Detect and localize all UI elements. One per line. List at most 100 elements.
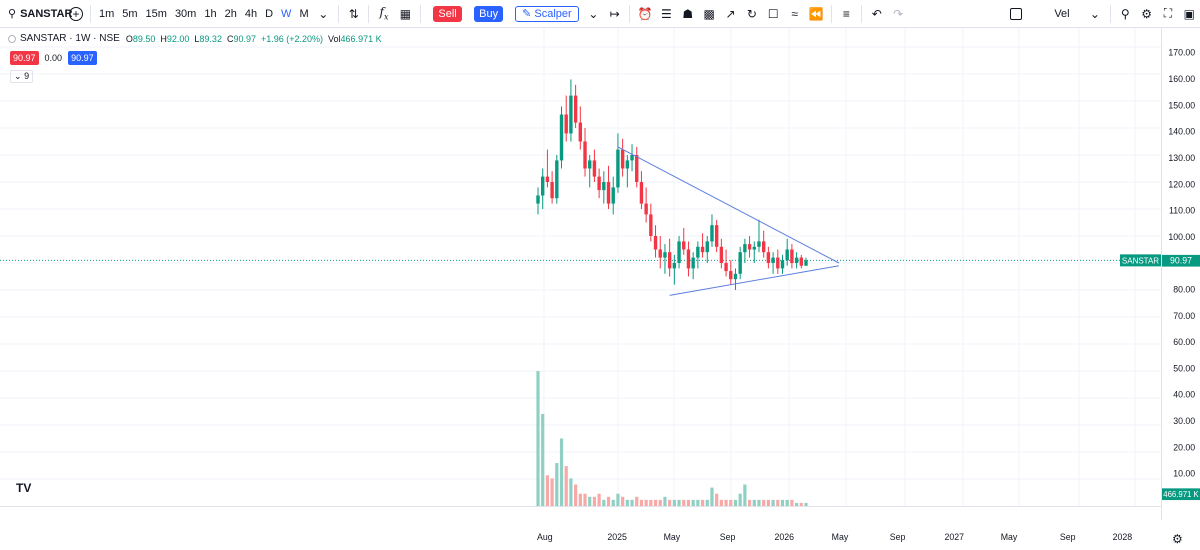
scalper-button[interactable]: ✎ Scalper (515, 5, 579, 22)
ohlc-open-value: 89.50 (132, 33, 156, 44)
buy-price-button[interactable]: 90.97 (68, 51, 97, 65)
ohlc-high-value: 92.00 (166, 33, 190, 44)
volume-bar (691, 499, 695, 506)
volume-bar (752, 499, 756, 506)
separator (1109, 4, 1111, 23)
symbol-price-tag (1120, 254, 1161, 267)
interval-5m[interactable]: 5m (122, 7, 138, 20)
fullscreen-button[interactable]: ⛶ (1157, 3, 1178, 25)
ohlc-volume-value: 466.971 K (340, 33, 382, 44)
interval-w[interactable]: W (281, 7, 292, 20)
interval-m[interactable]: M (299, 7, 309, 20)
volume-bar (555, 463, 559, 506)
volume-bar (564, 466, 568, 506)
volume-bar (616, 493, 620, 506)
candle-body (714, 225, 719, 247)
exit-button[interactable]: ↦ (604, 3, 625, 25)
last-price-badge (1162, 254, 1200, 267)
plus-circle-icon: + (69, 6, 83, 21)
volume-bar (804, 502, 808, 506)
chart-type-button[interactable]: ⇅ (343, 3, 364, 25)
chevron-down-icon: ⌄ (588, 6, 599, 21)
time-tick-label: Sep (1060, 532, 1076, 542)
volume-bar (606, 496, 611, 506)
quick-search-button[interactable]: ⚲ (1115, 3, 1136, 25)
candle-body (780, 260, 785, 269)
interval-15m[interactable]: 15m (145, 7, 167, 20)
price-tick-label: 10.00 (1173, 469, 1195, 479)
templates-button[interactable]: ▦ (395, 3, 416, 25)
broadcast-button[interactable]: ≈ (784, 3, 805, 25)
indicators-button[interactable]: fx (373, 3, 394, 25)
tradingview-logo[interactable]: TV (16, 481, 32, 495)
interval-30m[interactable]: 30m (174, 7, 197, 20)
candle-body (776, 257, 780, 269)
time-tick-label: Sep (890, 532, 906, 542)
legend-title[interactable]: SANSTAR · 1W · NSE (8, 33, 120, 44)
separator (368, 4, 370, 23)
basket-button[interactable]: ☗ (677, 3, 698, 25)
buy-button[interactable]: Buy (474, 5, 504, 22)
candle-body (635, 155, 639, 182)
scalper-dropdown[interactable]: ⌄ (583, 3, 604, 25)
candle-body (536, 195, 540, 204)
menu-button[interactable]: ≡ (836, 3, 857, 25)
interval-1m[interactable]: 1m (98, 7, 115, 20)
volume-bar (705, 499, 709, 506)
interval-1h[interactable]: 1h (204, 7, 217, 20)
price-tick-label: 30.00 (1173, 416, 1195, 426)
scalper-label: Scalper (534, 7, 572, 20)
sell-price-button[interactable]: 90.97 (10, 51, 39, 65)
interval-2h[interactable]: 2h (224, 7, 237, 20)
time-axis[interactable]: Aug 2025 May Sep 2026 May Sep 2027 May Sep 2028 (0, 506, 1161, 550)
candle-body (667, 252, 672, 269)
chart-settings-button[interactable]: ⚙ (1136, 3, 1157, 25)
price-tick-label: 70.00 (1173, 311, 1195, 321)
sell-button[interactable]: Sell (433, 5, 463, 22)
volume-badge (1162, 488, 1200, 501)
volume-bar (700, 499, 705, 506)
candle-body (733, 273, 738, 280)
undo-button[interactable]: ↶ (866, 3, 887, 25)
refresh-button[interactable]: ↻ (741, 3, 762, 25)
interval-4h[interactable]: 4h (244, 7, 258, 20)
popout-button[interactable]: ↗ (720, 3, 741, 25)
candle-body (588, 160, 592, 169)
layout-dropdown[interactable]: ⌄ (1084, 3, 1105, 25)
time-tick-label: 2027 (945, 532, 965, 542)
refresh-icon: ↻ (746, 6, 757, 21)
price-axis[interactable]: 170.00 160.00 150.00 140.00 130.00 120.00 110.… (1161, 28, 1200, 520)
bar-chart-button[interactable]: ▩ (699, 3, 720, 25)
settings-sliders-button[interactable]: ☰ (656, 3, 677, 25)
price-chart[interactable]: SANSTAR (0, 28, 1161, 506)
candle-body (700, 246, 705, 253)
layout-name[interactable]: Vel (1054, 7, 1070, 20)
external-link-icon: ↗ (725, 6, 736, 21)
axis-settings-button[interactable]: ⚙ (1172, 532, 1183, 546)
interval-d[interactable]: D (265, 7, 274, 20)
candle-body (625, 160, 630, 169)
trendline (617, 146, 840, 264)
redo-button[interactable]: ↷ (887, 3, 908, 25)
rewind-icon: ⏪ (808, 6, 824, 21)
indicators-toggle[interactable]: ⌄ 9 (10, 70, 34, 83)
compare-add-button[interactable]: + (66, 3, 86, 25)
volume-bar (625, 499, 629, 506)
screenshot-button[interactable]: ▣ (1179, 3, 1200, 25)
candle-body (761, 241, 766, 253)
volume-bar (771, 499, 775, 506)
separator (861, 4, 863, 23)
volume-bar (747, 499, 752, 506)
separator (420, 4, 422, 23)
candle-body (729, 271, 733, 280)
volume-bar (644, 499, 648, 506)
arrow-right-icon: ↦ (609, 6, 620, 21)
symbol-search-button[interactable]: ⚲ SANSTAR (0, 3, 72, 25)
volume-bar (639, 499, 644, 506)
alert-button[interactable]: ⏰ (634, 3, 655, 25)
replay-button[interactable]: ⏪ (805, 3, 826, 25)
gtt-button[interactable]: ☐ (763, 3, 784, 25)
interval-dropdown[interactable]: ⌄ (313, 3, 334, 25)
layout-button[interactable] (1005, 3, 1026, 25)
price-tick-label: 170.00 (1168, 48, 1195, 58)
